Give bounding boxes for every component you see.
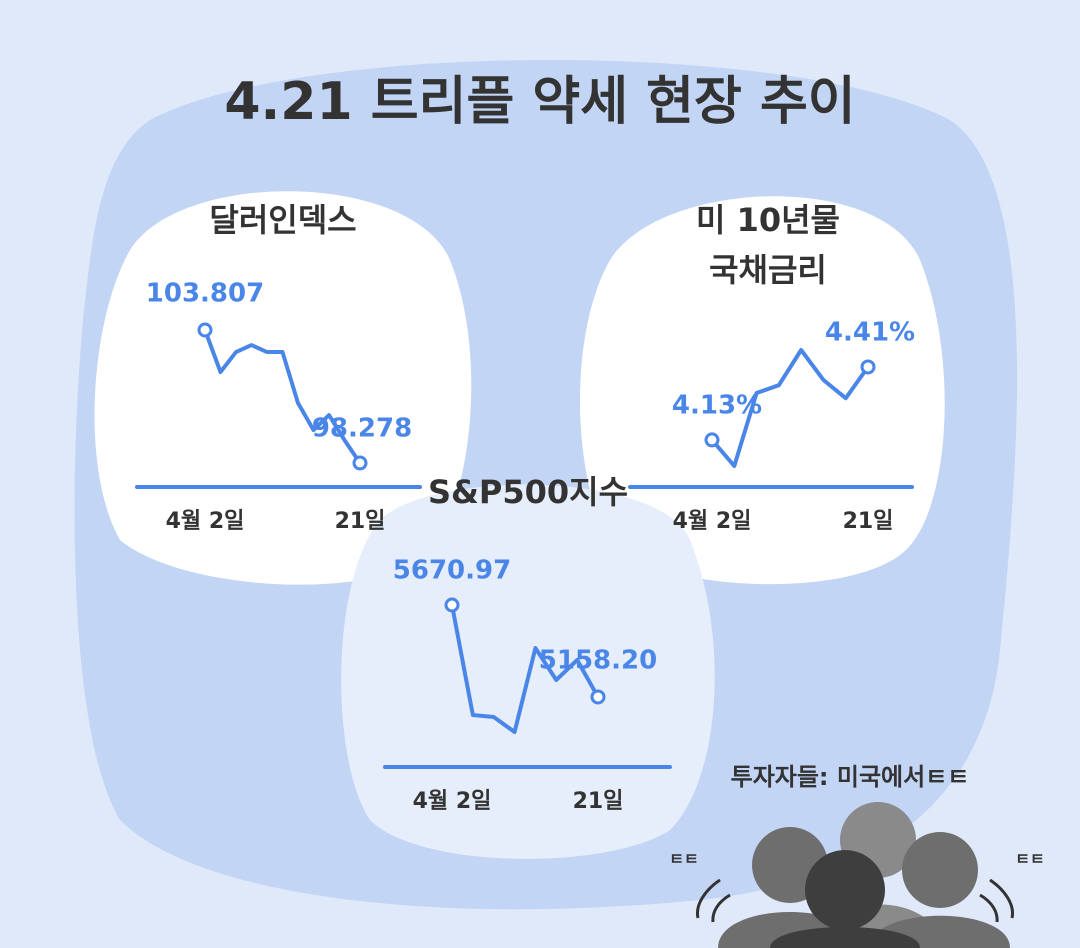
point <box>590 689 606 705</box>
x-tick-label: 4월 2일 <box>673 509 752 534</box>
line-series <box>203 329 362 465</box>
reaction: ㅌㅌ <box>1015 850 1044 869</box>
point <box>704 432 720 448</box>
chart-title: 미 10년물 <box>696 201 840 239</box>
motion-lines <box>695 878 731 923</box>
reaction: ㅌㅌ <box>669 850 698 869</box>
x-tick-label: 21일 <box>335 509 386 534</box>
point <box>860 359 876 375</box>
point <box>352 455 368 471</box>
x-tick-label: 4월 2일 <box>413 789 492 814</box>
data-label: 103.807 <box>146 279 264 309</box>
person <box>770 927 920 948</box>
x-tick-label: 21일 <box>573 789 624 814</box>
x-tick-label: 4월 2일 <box>166 509 245 534</box>
main-title: 4.21 트리플 약세 현장 추이 <box>224 72 855 132</box>
data-label: 98.278 <box>312 414 412 444</box>
point <box>444 597 460 613</box>
data-label: 5670.97 <box>393 556 511 586</box>
person <box>902 832 978 908</box>
chart-title: S&P500지수 <box>428 473 628 511</box>
data-label: 4.41% <box>825 317 915 347</box>
person <box>805 850 885 930</box>
x-tick-label: 21일 <box>843 509 894 534</box>
motion-lines <box>979 878 1015 923</box>
line-series <box>710 348 870 468</box>
data-label: 5158.20 <box>539 645 657 675</box>
investors <box>695 802 1015 948</box>
note: 투자자들: 미국에서ㅌㅌ <box>731 763 970 791</box>
chart-title: 국채금리 <box>709 251 827 289</box>
point <box>197 322 213 338</box>
line-series <box>450 604 600 734</box>
chart-title: 달러인덱스 <box>209 201 356 239</box>
data-label: 4.13% <box>672 390 762 420</box>
